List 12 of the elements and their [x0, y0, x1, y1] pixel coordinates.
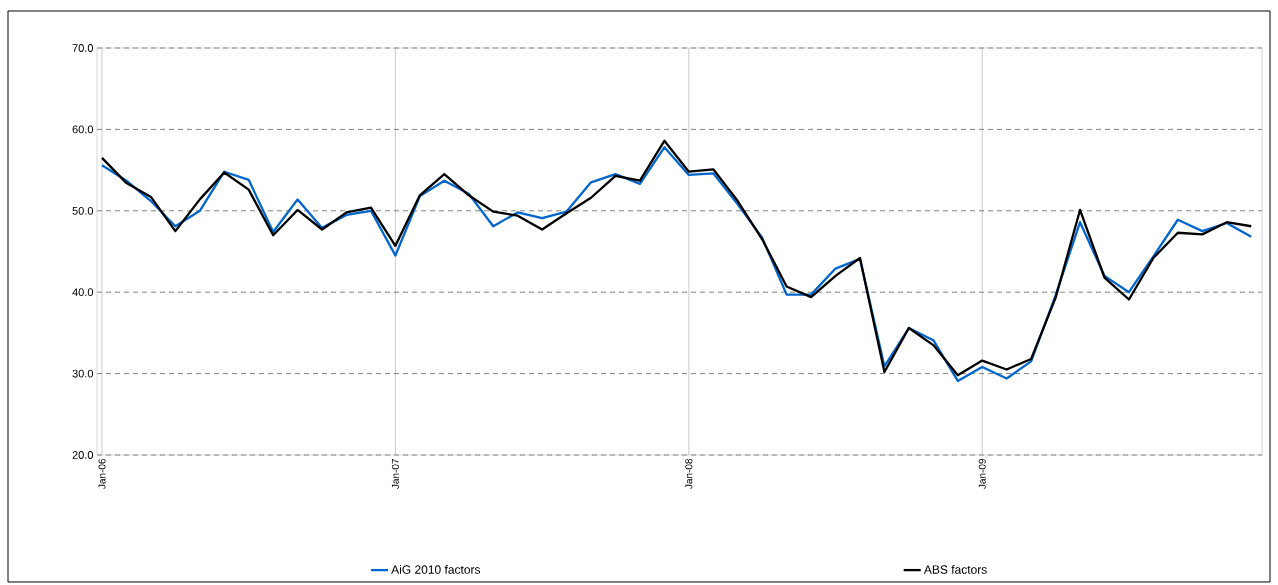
y-tick-label: 20.0 [72, 451, 94, 459]
y-tick-label: 40.0 [72, 288, 94, 297]
y-tick-label: 60.0 [72, 125, 94, 134]
legend-label: ABS factors [923, 565, 987, 574]
x-tick-label: Jan-06 [98, 458, 106, 489]
y-tick-label: 30.0 [72, 369, 94, 378]
y-tick-label: 70.0 [72, 44, 94, 52]
y-tick-label: 50.0 [72, 206, 94, 215]
x-tick-label: Jan-09 [978, 458, 986, 489]
x-tick-label: Jan-07 [391, 459, 399, 489]
legend-label: AiG 2010 factors [391, 565, 481, 574]
x-tick-label: Jan-08 [685, 458, 693, 489]
